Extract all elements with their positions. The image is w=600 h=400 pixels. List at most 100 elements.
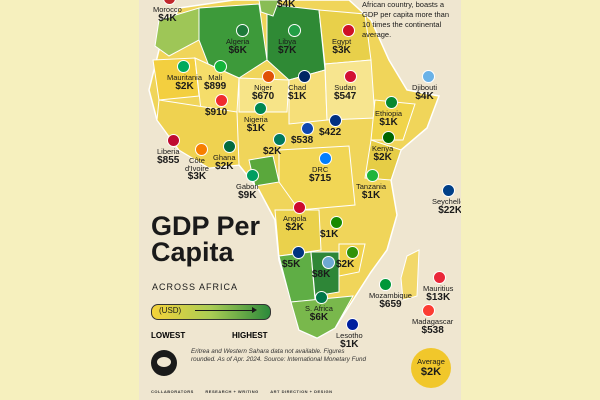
country-name: Liberia [157,147,180,156]
flag-zambia-icon [330,216,343,229]
country-name: Algeria [226,37,250,46]
country-value: $2K [285,221,304,233]
country-value: $4K [277,0,296,10]
country-value: $670 [252,90,275,102]
country-name: Nigeria [244,115,268,124]
country-value: $5K [282,259,301,270]
country-value: $7K [278,44,297,56]
credits-bar: COLLABORATORS RESEARCH + WRITING ART DIR… [151,389,451,394]
country-name: Côte d'Ivoire [185,156,209,173]
flag-chad-icon [298,70,311,83]
flag-seychelles-icon [442,184,455,197]
average-badge: Average $2K [411,348,451,388]
flag-namibia-icon [292,246,305,259]
country-label-namibia: $5K [282,260,300,270]
flag-cotedivoire-icon [195,143,208,156]
flag-burkina-icon [215,94,228,107]
country-value: $715 [309,172,332,184]
country-label-zimbabwe: $2K [336,260,354,270]
country-name: Ethiopia [375,109,403,118]
flag-algeria-icon [236,24,249,37]
flag-angola-icon [293,201,306,214]
region-tunisia [258,0,280,17]
country-name: Kenya [372,144,394,153]
country-label-djibouti: Djibouti $4K [412,84,437,102]
country-value: $2K [215,160,234,172]
legend-high-label: HIGHEST [232,331,268,340]
legend-low-label: LOWEST [151,331,186,340]
country-label-cameroon: $2K [263,147,281,157]
flag-car-icon [329,114,342,127]
country-name: Libya [278,37,297,46]
country-name: S. Africa [305,304,333,313]
africa-map [148,0,441,339]
flag-cameroon-icon [273,133,286,146]
country-value: $422 [319,127,342,138]
country-value: $910 [205,107,228,118]
country-label-tunisia: $4K [277,0,295,10]
country-value: $4K [158,12,177,24]
country-value: $659 [379,298,402,310]
flag-zimbabwe-icon [346,246,359,259]
page-subtitle: ACROSS AFRICA [152,282,239,292]
region-southafrica [290,295,354,339]
credit-research: RESEARCH + WRITING [205,389,259,394]
region-madagascar [400,249,420,301]
flag-drc-icon [319,152,332,165]
country-name: DRC [312,165,329,174]
country-label-gabon: Gabon $9K [236,183,259,201]
flag-ghana-icon [223,140,236,153]
country-value: $1K [246,122,266,134]
average-label: Average [417,357,445,366]
country-name: Egypt [332,37,352,46]
country-name: Mauritania [167,73,203,82]
country-label-mauritius: Mauritius $13K [423,285,453,303]
region-west-coast [156,99,240,169]
flag-nigeria-icon [254,102,267,115]
region-drc [278,145,356,211]
country-label-burkina: $910 [205,108,227,118]
flag-mauritania-icon [177,60,190,73]
flag-lesotho-icon [346,318,359,331]
flag-egypt-icon [342,24,355,37]
country-value: $9K [238,189,257,201]
publisher-logo-icon [151,350,177,376]
country-name: Niger [254,83,273,92]
country-label-southsudan: $538 [291,136,313,146]
country-value: $6K [309,311,329,323]
flag-libya-icon [288,24,301,37]
flag-mozambique-icon [379,278,392,291]
country-label-liberia: Liberia $855 [157,148,180,166]
country-label-cotedivoire: Côte d'Ivoire $3K [185,157,209,182]
country-label-lesotho: Lesotho $1K [336,332,363,350]
country-label-morocco: Morocco $4K [153,6,182,24]
country-name: Seychelles [432,197,461,206]
country-name: Djibouti [412,83,438,92]
page-title: GDP Per Capita [151,211,261,267]
source-note: Eritrea and Western Sahara data not avai… [191,348,367,363]
country-value: $1K [340,338,359,350]
country-name: Chad [288,83,307,92]
country-name: Gabon [236,182,259,191]
country-label-zambia: $1K [320,230,338,240]
country-value: $899 [204,80,227,92]
region-morocco [154,7,200,57]
country-name: Mauritius [423,284,454,293]
country-value: $3K [332,44,351,56]
country-label-sudan: Sudan $547 [334,84,356,102]
country-value: $1K [361,189,381,201]
flag-niger-icon [262,70,275,83]
flag-ethiopia-icon [385,96,398,109]
country-label-mali: Mali $899 [204,74,226,92]
country-value: $22K [438,204,461,216]
infographic-poster: Morocco $4K Algeria $6K $4K Libya $7K Egypt $3K M… [139,0,461,400]
country-value: $13K [426,291,451,303]
country-value: $855 [157,154,180,166]
flag-sudan-icon [344,70,357,83]
flag-gabon-icon [246,169,259,182]
region-ethiopia [370,99,416,141]
country-value: $1K [379,116,398,128]
country-value: $538 [421,324,444,336]
flag-mauritius-icon [433,271,446,284]
flag-tanzania-icon [366,169,379,182]
